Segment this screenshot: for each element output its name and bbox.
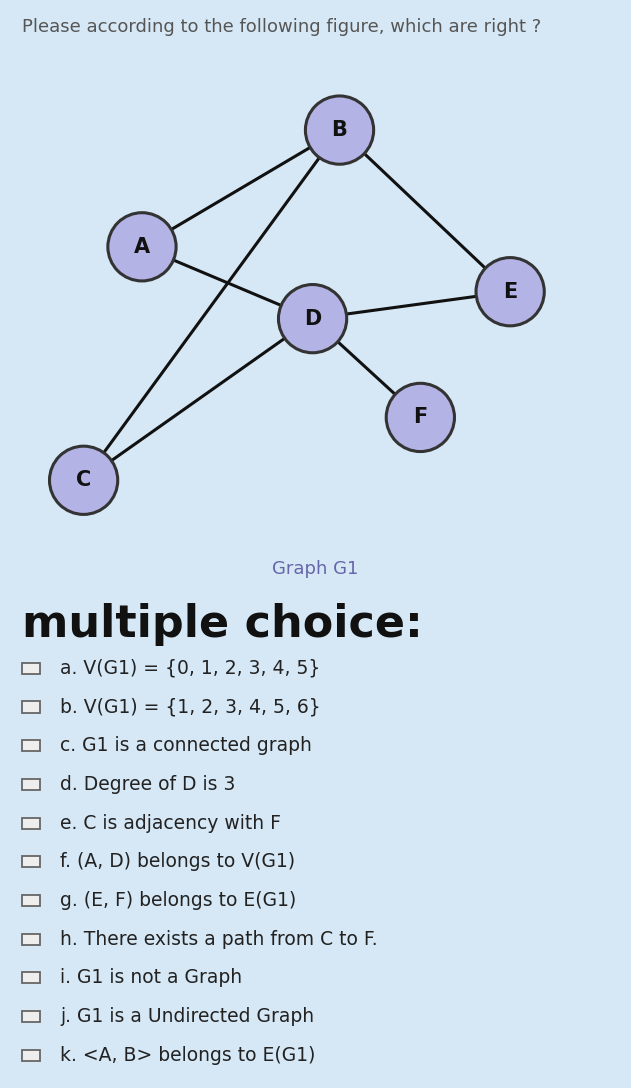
FancyBboxPatch shape: [22, 1050, 40, 1061]
FancyBboxPatch shape: [22, 1011, 40, 1022]
Text: A: A: [134, 237, 150, 257]
Circle shape: [108, 212, 176, 281]
Text: multiple choice:: multiple choice:: [22, 603, 423, 646]
Text: j. G1 is a Undirected Graph: j. G1 is a Undirected Graph: [60, 1007, 314, 1026]
Text: b. V(G1) = {1, 2, 3, 4, 5, 6}: b. V(G1) = {1, 2, 3, 4, 5, 6}: [60, 697, 321, 717]
FancyBboxPatch shape: [22, 740, 40, 751]
Circle shape: [305, 96, 374, 164]
Circle shape: [49, 446, 118, 515]
Text: Graph G1: Graph G1: [273, 560, 358, 578]
Text: c. G1 is a connected graph: c. G1 is a connected graph: [60, 737, 312, 755]
Text: i. G1 is not a Graph: i. G1 is not a Graph: [60, 968, 242, 988]
Text: Please according to the following figure, which are right ?: Please according to the following figure…: [22, 17, 541, 36]
Text: F: F: [413, 407, 427, 428]
FancyBboxPatch shape: [22, 702, 40, 713]
Circle shape: [386, 383, 454, 452]
Text: d. Degree of D is 3: d. Degree of D is 3: [60, 775, 235, 794]
Text: C: C: [76, 470, 91, 491]
FancyBboxPatch shape: [22, 934, 40, 944]
FancyBboxPatch shape: [22, 973, 40, 984]
Text: e. C is adjacency with F: e. C is adjacency with F: [60, 814, 281, 832]
Circle shape: [278, 285, 346, 353]
Text: k. <A, B> belongs to E(G1): k. <A, B> belongs to E(G1): [60, 1046, 316, 1065]
Text: f. (A, D) belongs to V(G1): f. (A, D) belongs to V(G1): [60, 852, 295, 871]
Text: h. There exists a path from C to F.: h. There exists a path from C to F.: [60, 930, 377, 949]
Text: g. (E, F) belongs to E(G1): g. (E, F) belongs to E(G1): [60, 891, 296, 910]
FancyBboxPatch shape: [22, 663, 40, 673]
Text: a. V(G1) = {0, 1, 2, 3, 4, 5}: a. V(G1) = {0, 1, 2, 3, 4, 5}: [60, 658, 320, 678]
Circle shape: [476, 258, 545, 325]
FancyBboxPatch shape: [22, 779, 40, 790]
FancyBboxPatch shape: [22, 895, 40, 906]
FancyBboxPatch shape: [22, 817, 40, 829]
FancyBboxPatch shape: [22, 856, 40, 867]
Text: B: B: [331, 120, 348, 140]
Text: E: E: [503, 282, 517, 301]
Text: D: D: [304, 309, 321, 329]
